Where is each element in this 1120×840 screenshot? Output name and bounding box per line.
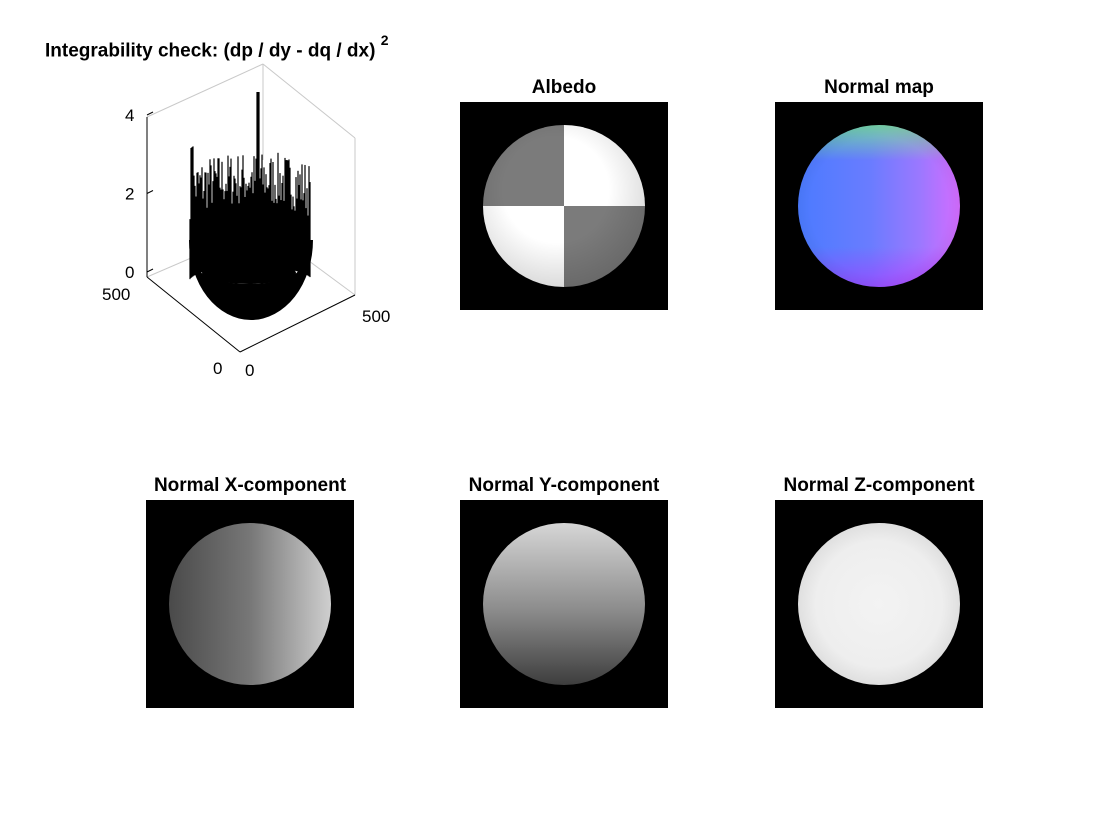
albedo-title: Albedo bbox=[531, 77, 597, 98]
surface-title-text: Integrability check: (dp / dy - dq / dx) bbox=[45, 40, 376, 62]
normal-y-title: Normal Y-component bbox=[468, 475, 660, 496]
z-tick-label-4: 4 bbox=[125, 106, 134, 125]
normal-y-disk bbox=[483, 523, 645, 685]
normal-y-image bbox=[460, 500, 668, 708]
normal-map-title: Normal map bbox=[824, 77, 934, 98]
z-tick-mark-4 bbox=[146, 111, 154, 116]
ring-inner-shadow bbox=[202, 262, 296, 284]
normal-z-image bbox=[775, 500, 983, 708]
integrability-surface-plot: 0 2 4 500 0 0 500 bbox=[102, 63, 390, 380]
z-tick-mark-0 bbox=[146, 268, 154, 273]
normal-z-title: Normal Z-component bbox=[783, 475, 975, 496]
z-tick-mark-2 bbox=[146, 190, 154, 194]
z-tick-label-0: 0 bbox=[125, 263, 134, 282]
z-tick-marks bbox=[146, 111, 154, 273]
albedo-disk bbox=[483, 125, 645, 287]
x-tick-500: 500 bbox=[362, 307, 390, 326]
surface-spikes bbox=[189, 92, 311, 280]
y-tick-500: 500 bbox=[102, 285, 130, 304]
normal-x-image bbox=[146, 500, 354, 708]
surface-title-exponent: 2 bbox=[380, 32, 389, 48]
normal-map-disk bbox=[798, 125, 960, 287]
normal-x-title: Normal X-component bbox=[153, 475, 347, 496]
normal-z-disk bbox=[798, 523, 960, 685]
normal-x-disk bbox=[169, 523, 331, 685]
surface-plot-title: Integrability check: (dp / dy - dq / dx)… bbox=[45, 32, 389, 62]
z-tick-label-2: 2 bbox=[125, 185, 134, 204]
x-tick-0: 0 bbox=[245, 361, 254, 380]
albedo-image bbox=[460, 102, 668, 310]
z-tick-labels: 0 2 4 bbox=[125, 106, 134, 282]
surface-main-axes bbox=[146, 117, 356, 353]
normal-map-image bbox=[775, 102, 983, 310]
y-tick-0: 0 bbox=[213, 359, 222, 378]
